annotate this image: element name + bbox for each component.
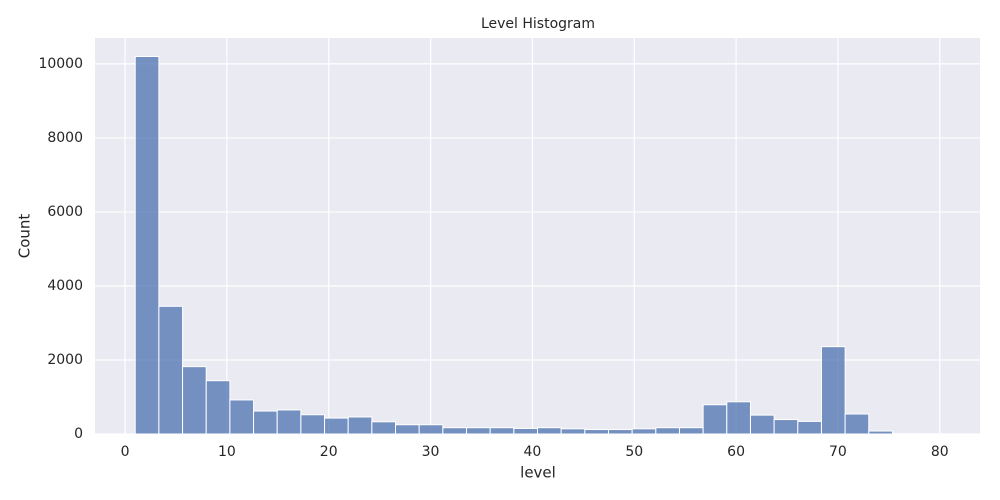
bar: [347, 416, 373, 435]
x-tick-label: 10: [218, 444, 236, 460]
x-tick-label: 20: [320, 444, 338, 460]
chart-title: Level Histogram: [481, 16, 595, 32]
bar: [560, 428, 586, 435]
bar: [442, 427, 468, 435]
bar: [158, 305, 184, 435]
bar: [276, 409, 302, 435]
bar: [797, 420, 822, 435]
bar: [253, 410, 278, 435]
bar: [631, 428, 657, 435]
bar: [489, 427, 515, 435]
bar: [655, 427, 680, 435]
x-tick-label: 60: [727, 444, 745, 460]
bar: [324, 417, 349, 435]
x-tick-label: 30: [422, 444, 440, 460]
x-tick-label: 40: [523, 444, 541, 460]
x-tick-label: 70: [829, 444, 847, 460]
y-tick-label: 4000: [47, 278, 83, 294]
y-axis-label: Count: [16, 214, 34, 259]
bar: [584, 429, 609, 435]
x-tick-label: 80: [931, 444, 949, 460]
bar: [749, 414, 775, 435]
bar: [773, 419, 799, 435]
x-tick-label: 50: [625, 444, 643, 460]
bar: [607, 429, 633, 435]
bar: [537, 427, 562, 435]
y-tick-label: 10000: [38, 56, 83, 72]
y-tick-label: 6000: [47, 204, 83, 220]
plot-area: [95, 38, 980, 434]
bar: [134, 56, 160, 435]
bar: [205, 380, 231, 435]
bar: [678, 427, 704, 435]
bar: [418, 424, 444, 435]
y-tick-label: 8000: [47, 130, 83, 146]
bar: [182, 366, 207, 435]
bar: [371, 421, 397, 435]
bar: [513, 427, 539, 435]
y-tick-label: 2000: [47, 352, 83, 368]
bar: [466, 427, 491, 435]
x-tick-label: 0: [121, 444, 130, 460]
bar: [395, 424, 420, 435]
bar: [300, 414, 326, 435]
bar: [868, 430, 893, 435]
bar: [726, 401, 751, 435]
y-tick-label: 0: [74, 426, 83, 442]
x-axis-label: level: [520, 464, 556, 482]
bar: [820, 346, 846, 435]
bar: [702, 404, 728, 435]
bar: [229, 399, 255, 435]
bar: [844, 413, 870, 435]
